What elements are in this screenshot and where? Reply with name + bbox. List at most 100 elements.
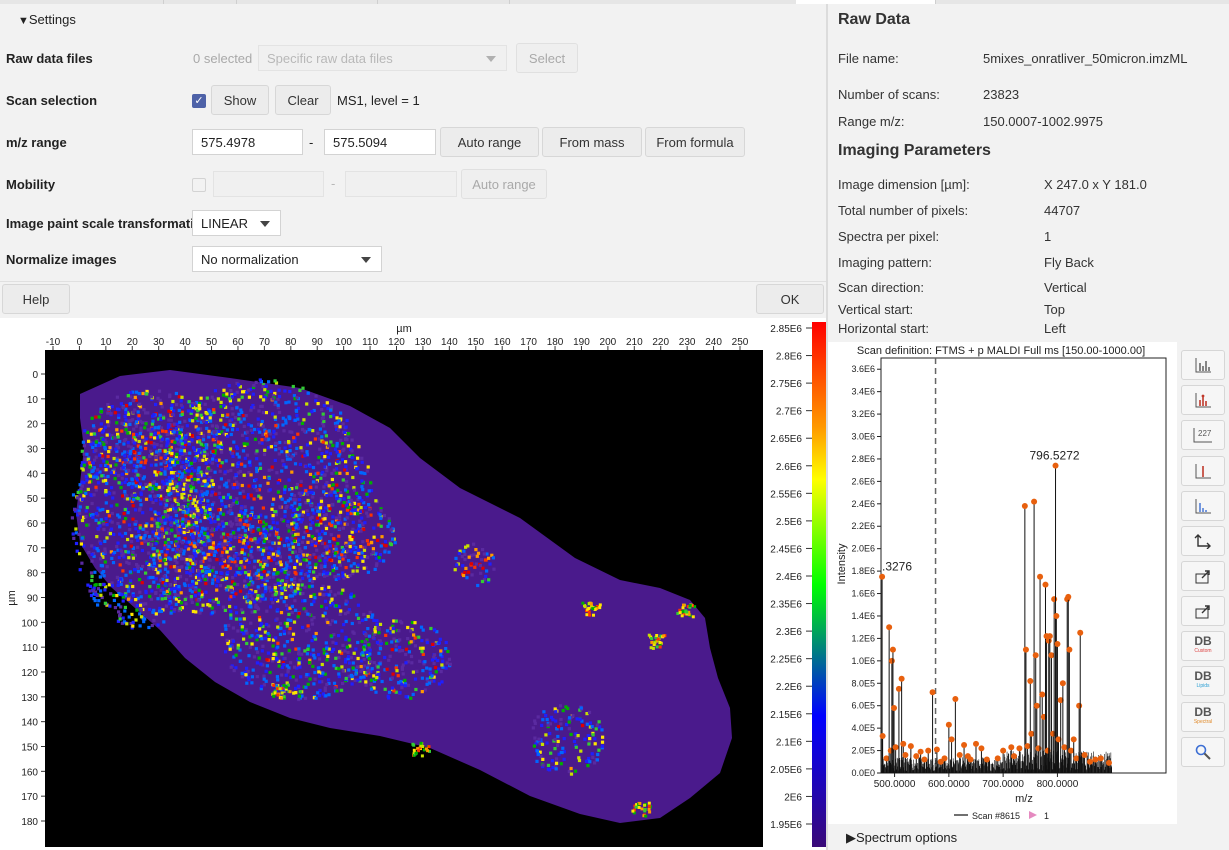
pixel xyxy=(438,637,442,641)
pixel xyxy=(189,461,193,465)
y-tick-label: 3.4E6 xyxy=(851,387,875,397)
pixel xyxy=(164,553,168,557)
spectrum-chart[interactable]: Scan definition: FTMS + p MALDI Full ms … xyxy=(828,342,1177,824)
pixel xyxy=(399,679,403,684)
mobility-auto-range-button[interactable]: Auto range xyxy=(461,169,547,199)
mobility-min-input[interactable] xyxy=(213,171,324,197)
pixel xyxy=(414,687,418,692)
pixel xyxy=(70,516,74,520)
tab[interactable] xyxy=(237,0,378,4)
pixel xyxy=(199,564,203,568)
pixel xyxy=(296,587,300,591)
tab[interactable] xyxy=(378,0,510,4)
pixel xyxy=(290,637,294,642)
normalize-select[interactable]: No normalization xyxy=(192,246,382,272)
select-button[interactable]: Select xyxy=(516,43,578,73)
image-plot-panel[interactable]: µm -10 0 10 20 30 40 50 60 70 80 90 100 110 120 130 140 1… xyxy=(0,318,826,850)
auto-range-button[interactable]: Auto range xyxy=(440,127,539,157)
pixel xyxy=(140,548,144,553)
show-button[interactable]: Show xyxy=(211,85,269,115)
pixel xyxy=(302,607,306,611)
pixel xyxy=(261,520,265,524)
pixel xyxy=(375,640,379,645)
pixel xyxy=(255,457,259,461)
pixel xyxy=(117,481,121,485)
pixel xyxy=(231,423,235,427)
pixel xyxy=(259,531,263,536)
pixel xyxy=(238,522,242,527)
tab[interactable] xyxy=(0,0,164,4)
scan-checkbox[interactable]: ✓ xyxy=(192,94,206,108)
pixel xyxy=(334,424,338,428)
pixel xyxy=(288,584,292,588)
tab-active[interactable] xyxy=(796,0,936,4)
pixel xyxy=(208,549,212,553)
pixel xyxy=(134,535,138,539)
raw-files-combo[interactable]: Specific raw data files xyxy=(258,45,507,71)
pixel xyxy=(355,555,359,560)
scale-tick-label: 2E6 xyxy=(784,792,802,803)
pixel xyxy=(243,552,247,556)
pixel xyxy=(99,589,103,593)
pixel xyxy=(366,627,370,631)
pixel xyxy=(248,590,252,594)
spectrum-panel[interactable]: Scan definition: FTMS + p MALDI Full ms … xyxy=(828,342,1177,824)
help-button[interactable]: Help xyxy=(2,284,70,314)
pixel xyxy=(362,548,367,552)
pixel xyxy=(189,573,193,578)
pixel xyxy=(118,617,122,621)
pixel xyxy=(204,484,208,488)
pixel xyxy=(328,603,332,607)
pixel xyxy=(244,571,248,575)
pixel xyxy=(289,585,293,589)
pixel xyxy=(258,599,262,603)
pixel xyxy=(249,493,253,497)
pixel xyxy=(379,516,383,520)
pixel xyxy=(146,428,150,432)
pixel xyxy=(199,470,203,474)
paint-scale-select[interactable]: LINEAR xyxy=(192,210,281,236)
pixel xyxy=(113,550,117,555)
pixel xyxy=(312,511,316,515)
ok-button[interactable]: OK xyxy=(756,284,824,314)
pixel xyxy=(331,602,335,606)
pixel xyxy=(109,592,113,596)
panel-splitter[interactable] xyxy=(826,4,828,850)
pixel xyxy=(159,578,163,582)
mz-max-input[interactable]: 575.5094 xyxy=(324,129,436,155)
pixel xyxy=(164,604,169,608)
image-plot[interactable]: µm-10 0 10 20 30 40 50 60 70 80 90 100 110 120 130 140 1… xyxy=(0,318,826,850)
pixel xyxy=(172,586,176,590)
pixel xyxy=(193,594,197,598)
pixel xyxy=(320,459,324,463)
pixel xyxy=(260,567,264,571)
pixel xyxy=(310,622,315,626)
pixel xyxy=(303,530,307,534)
pixel xyxy=(176,431,180,435)
pixel xyxy=(325,494,329,498)
pixel xyxy=(200,595,204,599)
pixel xyxy=(103,560,107,564)
mobility-max-input[interactable] xyxy=(345,171,457,197)
from-formula-button[interactable]: From formula xyxy=(645,127,745,157)
pixel xyxy=(597,748,601,752)
pixel xyxy=(167,418,171,422)
pixel xyxy=(191,486,196,490)
pixel xyxy=(650,640,654,644)
pixel xyxy=(168,458,173,462)
pixel xyxy=(211,543,216,547)
settings-toggle[interactable]: ▼Settings xyxy=(18,12,76,27)
pixel xyxy=(332,468,336,472)
mz-min-input[interactable]: 575.4978 xyxy=(192,129,303,155)
clear-button[interactable]: Clear xyxy=(275,85,331,115)
pixel xyxy=(242,637,246,641)
mobility-checkbox[interactable] xyxy=(192,178,206,192)
param-label: Spectra per pixel: xyxy=(838,229,940,244)
tab[interactable] xyxy=(164,0,237,4)
pixel xyxy=(372,686,376,690)
from-mass-button[interactable]: From mass xyxy=(542,127,642,157)
pixel xyxy=(292,436,296,440)
pixel xyxy=(236,557,240,561)
pixel xyxy=(238,539,242,544)
pixel xyxy=(573,769,578,773)
